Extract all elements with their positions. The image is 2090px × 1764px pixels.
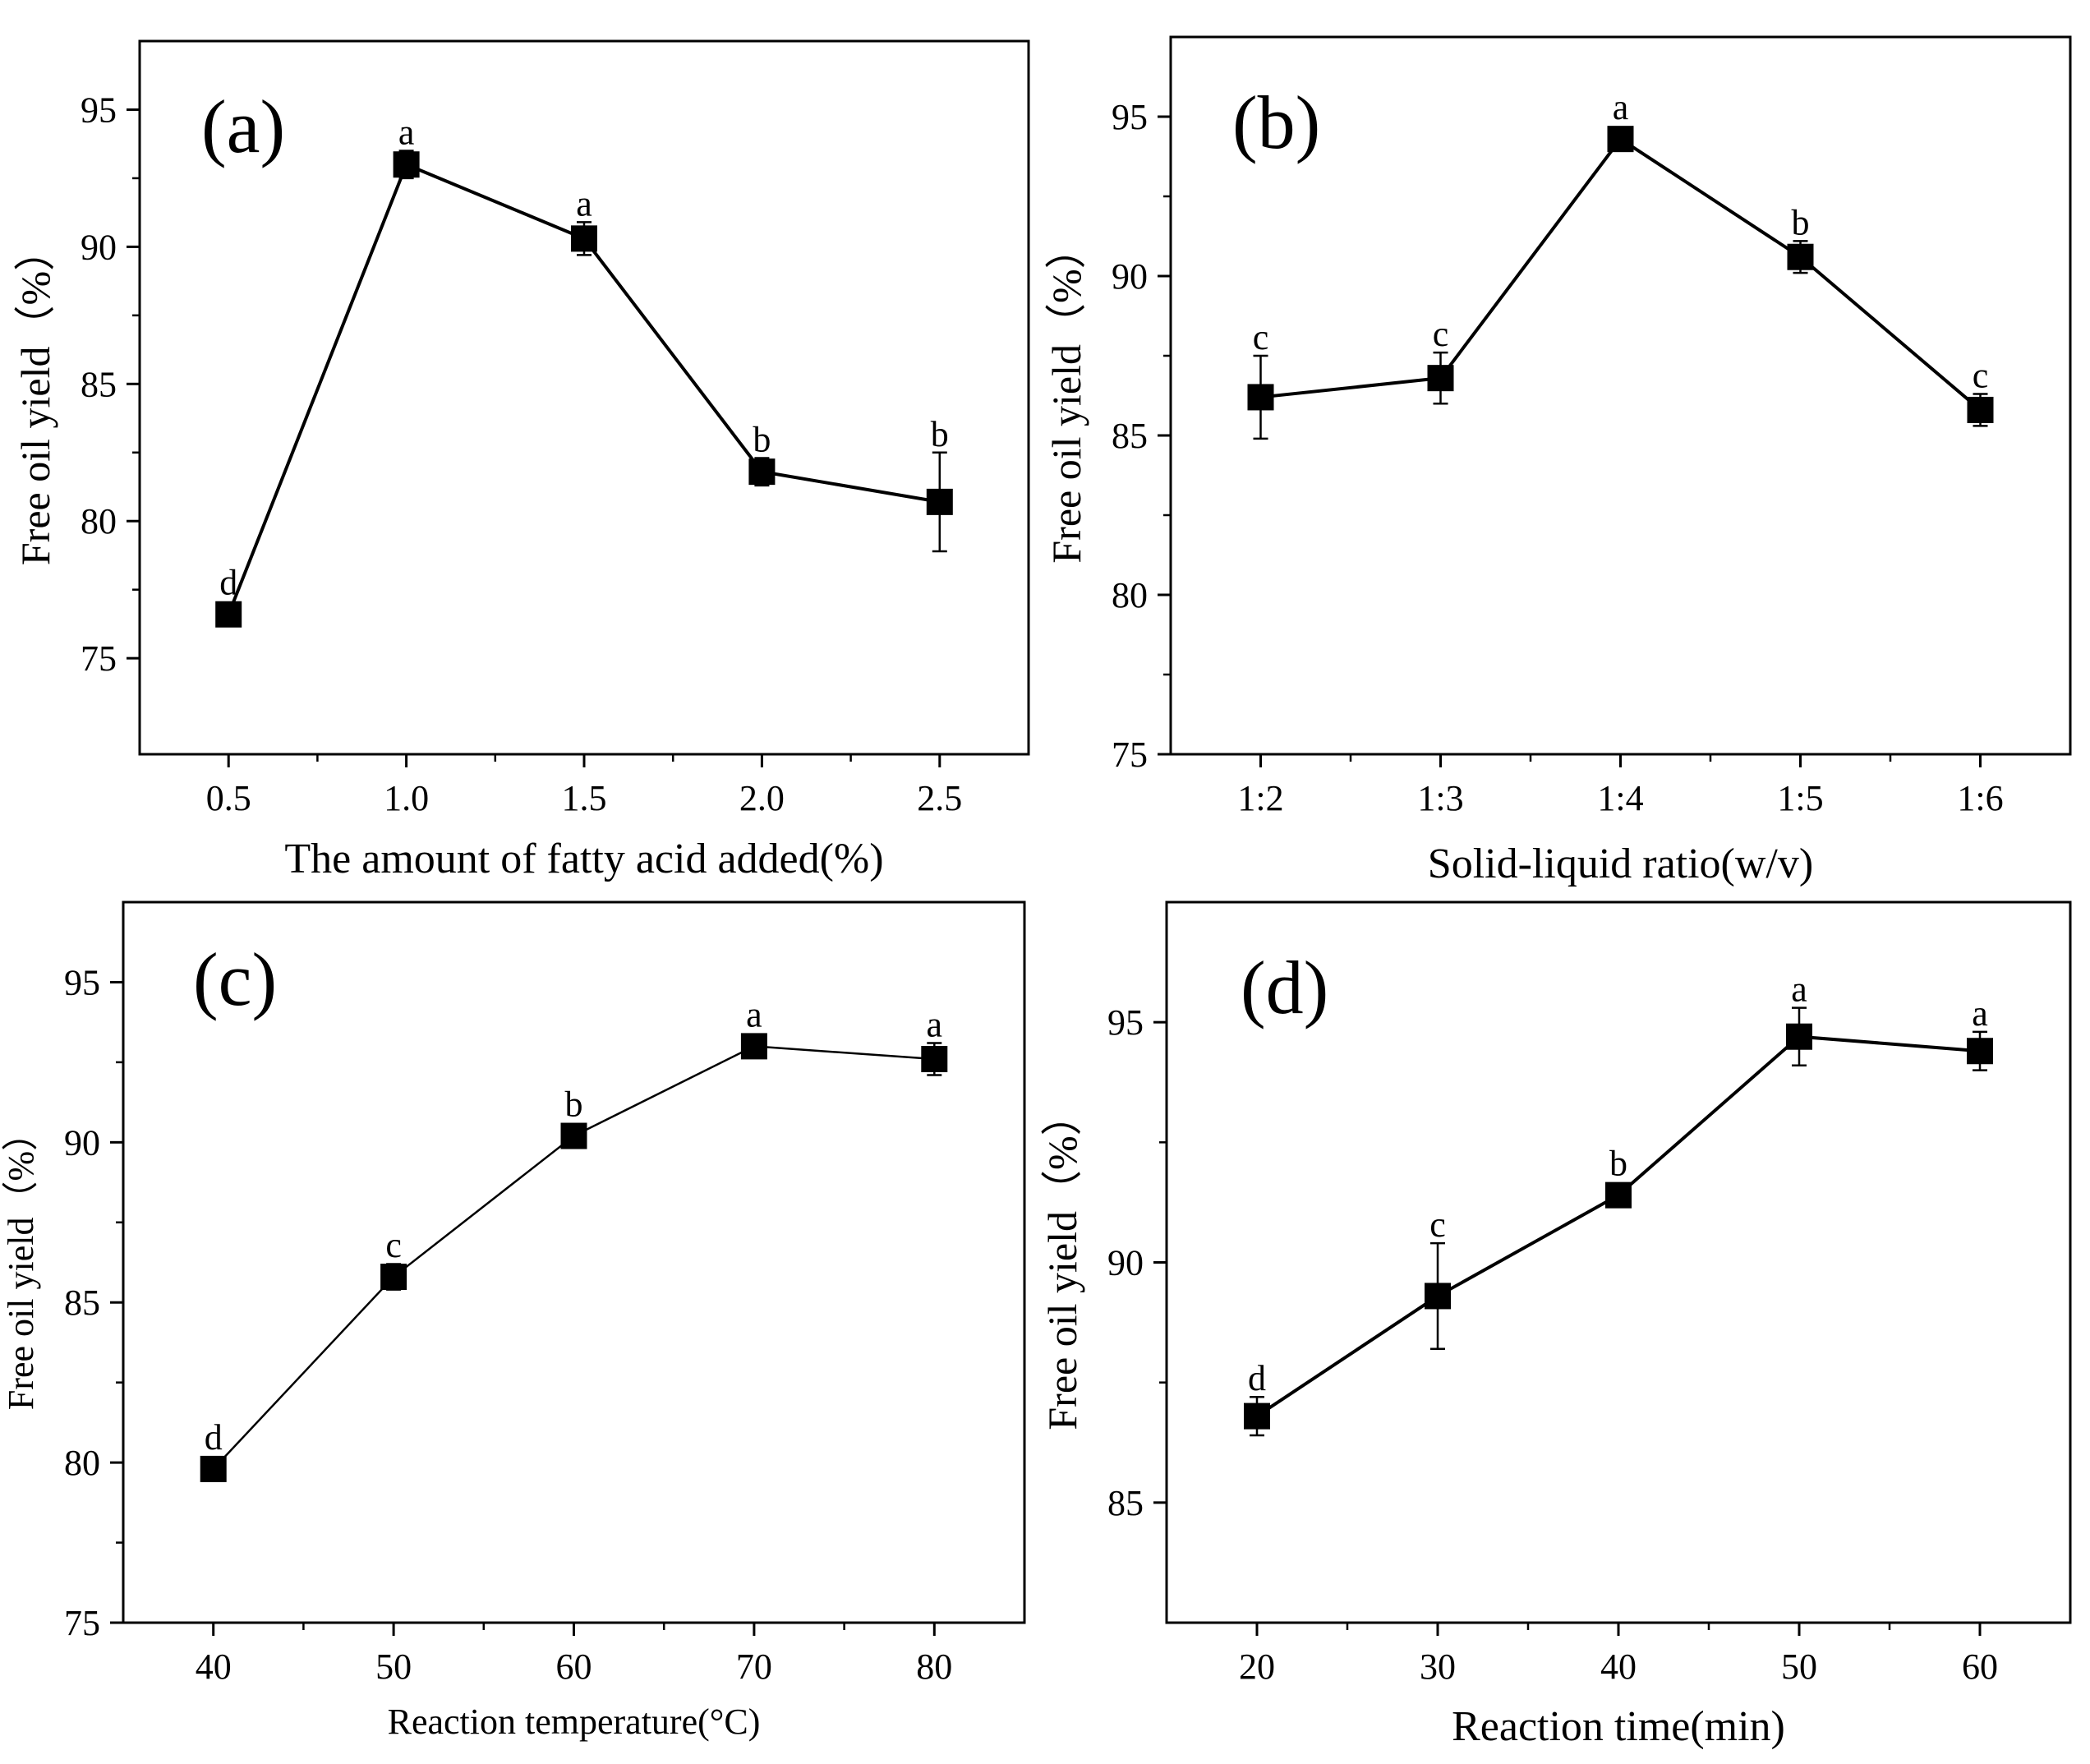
significance-letter: d [219, 563, 237, 603]
significance-letter: a [1791, 970, 1807, 1010]
x-tick-label: 80 [916, 1647, 952, 1687]
panels-group: 0.5 1.0 1.5 2.0 2.5 75 80 85 90 95 The amount of f… [1, 35, 2072, 1750]
y-tick-label: 75 [1112, 735, 1148, 775]
significance-letter: c [1433, 314, 1449, 354]
significance-letter: b [1609, 1144, 1627, 1184]
data-point-marker [1247, 384, 1274, 411]
x-tick-label: 40 [1600, 1647, 1637, 1687]
data-point-marker [215, 601, 242, 628]
y-axis-label: Free oil yield（%） [1043, 228, 1089, 563]
data-point-marker [571, 225, 597, 252]
x-axis-label: Reaction time(min) [1452, 1703, 1785, 1750]
x-tick-label: 1:5 [1777, 778, 1823, 818]
significance-letter: b [1792, 202, 1810, 242]
y-tick-label: 75 [64, 1603, 100, 1643]
y-axis-label: Free oil yield（%） [1039, 1094, 1085, 1430]
data-point-marker [1605, 1181, 1632, 1209]
x-axis-label: Reaction temperature(°C) [388, 1702, 761, 1742]
y-tick-label: 80 [81, 501, 117, 541]
data-point-marker [1967, 396, 1994, 423]
x-tick-label: 1:3 [1417, 778, 1463, 818]
significance-letter: c [1973, 356, 1989, 396]
x-tick-label: 50 [375, 1647, 412, 1687]
data-point-marker [560, 1122, 587, 1149]
data-point-marker [1425, 1283, 1451, 1310]
significance-letter: b [753, 419, 771, 459]
significance-letter: a [1613, 87, 1629, 127]
y-axis-label: Free oil yield（%） [1, 1115, 41, 1410]
x-axis-label: The amount of fatty acid added(%) [284, 836, 883, 882]
y-tick-label: 90 [64, 1122, 100, 1163]
y-tick-label: 95 [1112, 97, 1148, 137]
y-axis-label: Free oil yield（%） [12, 230, 58, 565]
data-point-marker [1427, 365, 1454, 392]
y-tick-label: 85 [1112, 416, 1148, 456]
chart-panel-d: 20 30 40 50 60 85 90 95 Reaction time(min) Free o… [1039, 900, 2072, 1750]
data-point-marker [926, 488, 953, 515]
x-tick-label: 40 [196, 1647, 232, 1687]
significance-letter: b [931, 414, 949, 454]
data-point-marker [1786, 1023, 1812, 1050]
x-tick-label: 30 [1420, 1647, 1456, 1687]
y-tick-label: 75 [81, 638, 117, 679]
significance-letter: c [1253, 317, 1269, 357]
x-tick-label: 1:4 [1597, 778, 1643, 818]
x-tick-label: 60 [556, 1647, 592, 1687]
series-line [1260, 136, 1982, 412]
y-tick-label: 80 [1112, 575, 1148, 615]
panel-label: (d) [1241, 946, 1328, 1029]
chart-panel-b: 1:2 1:3 1:4 1:5 1:6 75 80 85 90 95 Solid-liquid ra… [1043, 35, 2072, 887]
data-point-marker [1607, 126, 1634, 153]
significance-letter: a [398, 113, 415, 153]
y-tick-label: 80 [64, 1443, 100, 1483]
x-axis-label: Solid-liquid ratio(w/v) [1428, 841, 1813, 887]
data-point-marker [1244, 1402, 1270, 1430]
panel-label: (b) [1232, 81, 1320, 164]
x-tick-label: 2.5 [917, 778, 962, 818]
data-point-marker [1967, 1038, 1993, 1065]
significance-letter: d [205, 1417, 223, 1458]
data-point-marker [200, 1455, 227, 1482]
y-tick-label: 95 [1107, 1002, 1144, 1043]
y-tick-label: 90 [1112, 256, 1148, 297]
chart-panel-a: 0.5 1.0 1.5 2.0 2.5 75 80 85 90 95 The amount of f… [12, 39, 1030, 882]
significance-letter: a [576, 183, 592, 223]
data-point-marker [1787, 243, 1814, 270]
y-tick-label: 95 [81, 90, 117, 130]
x-tick-label: 2.0 [739, 778, 785, 818]
chart-panel-c: 40 50 60 70 80 75 80 85 90 95 Reaction temperature… [1, 900, 1026, 1742]
x-tick-label: 60 [1962, 1647, 1998, 1687]
x-tick-label: 1:6 [1957, 778, 2003, 818]
y-tick-label: 95 [64, 962, 100, 1002]
x-tick-label: 1.0 [384, 778, 429, 818]
panel-label: (c) [193, 937, 277, 1021]
significance-letter: b [565, 1085, 583, 1125]
y-tick-label: 90 [81, 227, 117, 267]
x-tick-label: 20 [1239, 1647, 1275, 1687]
x-tick-label: 1.5 [562, 778, 607, 818]
x-tick-label: 70 [736, 1647, 772, 1687]
x-tick-label: 1:2 [1237, 778, 1283, 818]
y-tick-label: 85 [64, 1283, 100, 1323]
series-line [1255, 1034, 1981, 1418]
significance-letter: d [1248, 1358, 1266, 1398]
y-tick-label: 90 [1107, 1243, 1144, 1283]
significance-letter: a [746, 994, 762, 1034]
significance-letter: a [1972, 993, 1988, 1034]
y-tick-label: 85 [1107, 1483, 1144, 1523]
data-point-marker [921, 1045, 948, 1072]
significance-letter: c [1429, 1204, 1446, 1245]
x-tick-label: 50 [1781, 1647, 1817, 1687]
panel-label: (a) [201, 85, 285, 168]
data-point-marker [740, 1033, 767, 1060]
significance-letter: a [927, 1005, 943, 1045]
significance-letter: c [385, 1225, 402, 1265]
x-tick-label: 0.5 [206, 778, 251, 818]
data-point-marker [393, 151, 420, 178]
data-point-marker [380, 1264, 407, 1291]
data-point-marker [748, 458, 776, 486]
y-tick-label: 85 [81, 364, 117, 404]
